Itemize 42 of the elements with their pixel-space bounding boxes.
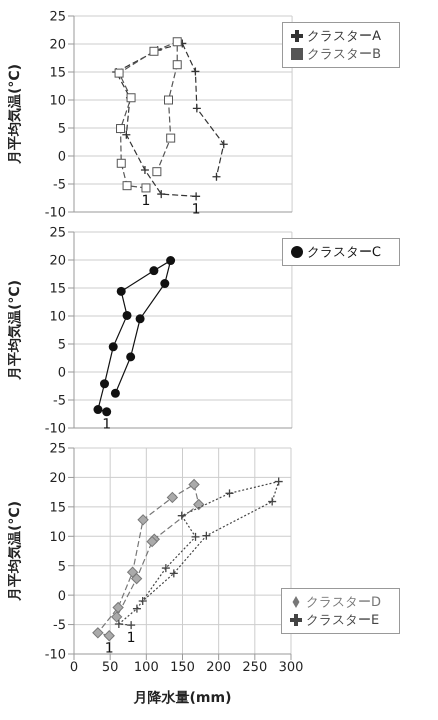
y-tick-label: 5: [58, 338, 66, 353]
y-tick-label: 5: [58, 122, 66, 137]
x-axis-title: 月降水量(mm): [132, 690, 232, 706]
x-tick-label: 150: [170, 660, 195, 676]
y-tick-label: -5: [53, 178, 66, 193]
x-tick-label: 0: [70, 660, 78, 676]
y-tick-label: 20: [49, 254, 66, 269]
y-tick-label: 15: [49, 282, 66, 297]
y-tick-label: 10: [49, 530, 66, 545]
y-tick-label: -5: [53, 618, 66, 634]
y-tick-label: 15: [49, 500, 66, 516]
annotation: 1: [142, 192, 150, 209]
y-tick-label: 15: [49, 66, 66, 81]
x-tick-label: 250: [242, 660, 268, 676]
legend-label: クラスターC: [306, 245, 381, 260]
annotation: 1: [102, 416, 112, 433]
y-tick-label: 0: [58, 150, 66, 165]
legend-label: クラスターB: [307, 47, 381, 62]
y-tick-label: 0: [58, 588, 66, 604]
x-tick-label: 200: [206, 660, 232, 676]
legend-label: クラスターA: [307, 29, 381, 44]
y-tick-label: 25: [49, 10, 66, 25]
annotation: 1: [126, 630, 136, 646]
y-tick-label: 20: [49, 38, 66, 53]
y-tick-label: -10: [44, 648, 66, 663]
y-tick-label: -5: [53, 394, 66, 409]
y-tick-label: 20: [49, 471, 66, 486]
annotation: 1: [104, 640, 114, 657]
x-tick-label: 50: [102, 660, 118, 676]
y-tick-label: 5: [58, 559, 66, 574]
annotation: 1: [192, 201, 201, 218]
y-tick-label: 25: [49, 442, 66, 457]
y-tick-label: 25: [49, 226, 66, 241]
y-tick-label: -10: [44, 206, 66, 221]
x-tick-label: 300: [278, 660, 304, 676]
legend-label: クラスターD: [306, 595, 381, 610]
y-tick-label: 10: [49, 94, 66, 109]
y-tick-label: 10: [49, 310, 66, 325]
y-tick-label: -10: [44, 422, 66, 437]
x-tick-label: 100: [134, 660, 159, 676]
legend-label: クラスターE: [306, 613, 380, 628]
y-tick-label: 0: [58, 366, 66, 381]
